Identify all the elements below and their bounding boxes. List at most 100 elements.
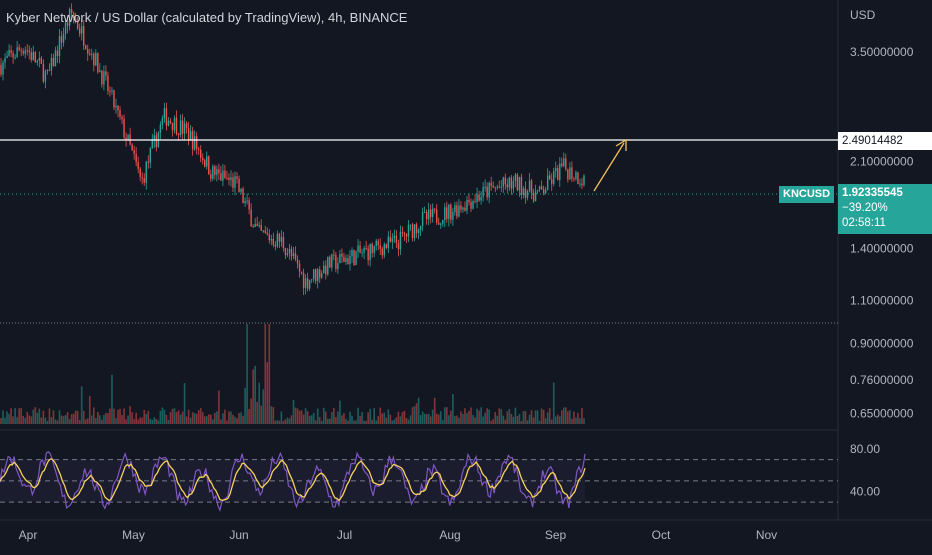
- volume-bar: [431, 409, 434, 424]
- volume-bar: [181, 411, 184, 424]
- volume-bar: [147, 410, 150, 424]
- candle-body: [70, 9, 73, 13]
- volume-bar: [439, 411, 442, 424]
- candle-body: [258, 225, 260, 227]
- volume-bar: [359, 415, 361, 424]
- candle-body: [460, 205, 462, 210]
- candle-body: [80, 26, 83, 34]
- volume-bar: [278, 420, 281, 424]
- candle-body: [516, 174, 519, 191]
- price-tick-label: 1.40000000: [850, 242, 914, 256]
- candle-body: [216, 169, 218, 175]
- volume-bar: [256, 401, 259, 424]
- candle-body: [492, 185, 494, 188]
- volume-bar: [474, 417, 476, 424]
- volume-bar: [16, 417, 18, 424]
- volume-bar: [341, 415, 343, 424]
- candle-body: [185, 123, 188, 129]
- volume-bar: [238, 413, 240, 424]
- volume-bar: [312, 412, 315, 424]
- candle-body: [371, 243, 373, 253]
- volume-bar: [224, 409, 226, 424]
- candle-body: [212, 166, 214, 179]
- volume-bar: [84, 419, 87, 424]
- candle-body: [236, 176, 238, 179]
- volume-bar: [294, 407, 297, 424]
- candle-body: [542, 189, 545, 194]
- osc-line: [0, 451, 586, 512]
- candle-body: [347, 258, 349, 265]
- volume-bar: [337, 411, 339, 424]
- candle-body: [327, 256, 329, 275]
- candle-body: [478, 194, 480, 201]
- volume-bar: [512, 416, 515, 424]
- osc-tick-label: 40.00: [850, 484, 880, 498]
- candle-body: [337, 263, 339, 269]
- candle-body: [397, 242, 400, 250]
- candle-body: [450, 204, 452, 220]
- volume-bar: [183, 383, 186, 424]
- candle-body: [532, 193, 535, 202]
- volume-bar: [92, 407, 95, 424]
- volume-bar: [20, 408, 22, 424]
- volume-bar: [395, 417, 398, 424]
- candle-body: [308, 280, 311, 289]
- volume-bar: [220, 419, 222, 424]
- candle-body: [373, 246, 375, 253]
- candle-body: [197, 148, 200, 150]
- candle-body: [331, 254, 333, 268]
- candle-body: [40, 58, 43, 64]
- volume-bar: [417, 397, 420, 424]
- volume-bar: [488, 409, 490, 424]
- candle-body: [169, 120, 172, 123]
- volume-bar: [298, 410, 301, 424]
- candle-body: [16, 47, 18, 58]
- candle-body: [494, 187, 496, 189]
- candle-body: [214, 166, 216, 175]
- candle-body: [155, 135, 158, 148]
- candle-body: [484, 186, 486, 188]
- oscillator-pane: 80.00 40.00: [0, 442, 880, 512]
- volume-bar: [187, 409, 190, 424]
- volume-bar: [133, 419, 135, 424]
- volume-bar: [242, 415, 244, 424]
- candle-body: [266, 232, 268, 235]
- candle-body: [442, 220, 444, 224]
- candle-body: [333, 254, 335, 256]
- volume-bar: [369, 408, 371, 424]
- volume-bar: [244, 387, 246, 424]
- candle-body: [117, 105, 119, 111]
- volume-bar: [222, 413, 224, 424]
- candle-body: [401, 231, 404, 233]
- volume-bar: [415, 403, 418, 424]
- projection-arrow[interactable]: [593, 138, 627, 192]
- candle-body: [438, 222, 440, 225]
- volume-bar: [550, 419, 553, 424]
- volume-bar: [0, 418, 2, 424]
- candle-body: [407, 225, 410, 237]
- volume-bar: [482, 416, 484, 424]
- volume-bar: [399, 416, 402, 424]
- volume-bar: [371, 419, 373, 424]
- candle-body: [177, 133, 180, 136]
- candle-body: [379, 245, 381, 249]
- candle-body: [14, 57, 16, 59]
- volume-bar: [456, 415, 458, 424]
- candle-body: [575, 172, 577, 179]
- candle-body: [133, 150, 135, 155]
- volume-bar: [458, 417, 460, 424]
- volume-bar: [175, 412, 178, 424]
- volume-bar: [68, 419, 71, 424]
- time-tick-label: Nov: [756, 528, 777, 542]
- candle-body: [565, 158, 567, 170]
- candle-body: [569, 167, 571, 180]
- candle-body: [571, 167, 573, 179]
- candle-body: [181, 120, 184, 134]
- candle-body: [553, 170, 555, 184]
- volume-bar: [443, 407, 446, 424]
- candle-body: [147, 161, 149, 163]
- candle-body: [226, 177, 228, 179]
- volume-bar: [179, 414, 182, 424]
